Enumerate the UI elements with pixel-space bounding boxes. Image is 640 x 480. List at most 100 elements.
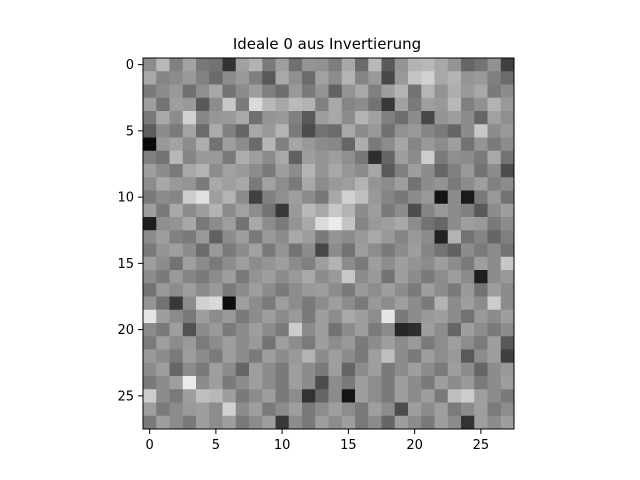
heatmap-cell-r15-c18 [381, 256, 396, 271]
heatmap-cell-r3-c12 [302, 97, 316, 112]
heatmap-cell-r3-c20 [408, 97, 422, 112]
y-tick-label-10: 10 [117, 191, 134, 206]
heatmap-cell-r9-c4 [196, 177, 210, 191]
heatmap-cell-r22-c18 [381, 349, 396, 364]
heatmap-cell-r10-c11 [288, 190, 303, 205]
heatmap-cell-r16-c10 [275, 270, 290, 284]
heatmap-cell-r12-c4 [196, 217, 210, 231]
heatmap-cell-r26-c4 [196, 402, 210, 417]
heatmap-cell-r10-c8 [249, 190, 263, 205]
plot-frame [142, 57, 515, 430]
heatmap-cell-r0-c18 [381, 58, 396, 72]
heatmap-cell-r10-c0 [143, 190, 157, 205]
heatmap-cell-r15-c13 [315, 256, 329, 271]
heatmap-cell-r23-c5 [209, 362, 223, 377]
heatmap-cell-r15-c8 [249, 256, 263, 271]
x-tick-label-10: 10 [274, 438, 291, 453]
heatmap-cell-r16-c21 [421, 270, 435, 284]
heatmap-cell-r7-c12 [302, 150, 316, 165]
heatmap-cell-r5-c13 [315, 124, 329, 138]
heatmap-cell-r17-c17 [368, 283, 382, 297]
heatmap-cell-r12-c18 [381, 217, 396, 231]
heatmap-cell-r20-c9 [262, 323, 276, 337]
heatmap-cell-r4-c26 [487, 111, 502, 125]
heatmap-cell-r7-c1 [156, 150, 170, 165]
heatmap-cell-r16-c27 [500, 270, 515, 284]
heatmap-cell-r17-c21 [421, 283, 435, 297]
heatmap-cell-r5-c25 [474, 124, 488, 138]
heatmap-cell-r17-c25 [474, 283, 488, 297]
heatmap-cell-r17-c3 [182, 283, 197, 297]
heatmap-cell-r10-c10 [275, 190, 290, 205]
heatmap-cell-r17-c16 [355, 283, 369, 297]
heatmap-cell-r6-c25 [474, 137, 488, 152]
heatmap-cell-r8-c7 [235, 164, 250, 178]
heatmap-cell-r27-c2 [169, 415, 184, 430]
heatmap-cell-r0-c5 [209, 58, 223, 72]
heatmap-cell-r26-c22 [434, 402, 449, 417]
heatmap-cell-r22-c7 [235, 349, 250, 364]
heatmap-cell-r16-c18 [381, 270, 396, 284]
heatmap-cell-r24-c9 [262, 376, 276, 390]
heatmap-cell-r26-c23 [447, 402, 462, 417]
heatmap-cell-r21-c14 [328, 336, 343, 350]
heatmap-cell-r25-c18 [381, 389, 396, 403]
heatmap-cell-r23-c7 [235, 362, 250, 377]
heatmap-cell-r1-c4 [196, 71, 210, 85]
heatmap-cell-r3-c4 [196, 97, 210, 112]
heatmap-cell-r20-c2 [169, 323, 184, 337]
heatmap-cell-r24-c19 [394, 376, 409, 390]
heatmap-cell-r8-c15 [341, 164, 356, 178]
heatmap-cell-r14-c8 [249, 243, 263, 258]
heatmap-cell-r9-c2 [169, 177, 184, 191]
heatmap-cell-r25-c2 [169, 389, 184, 403]
heatmap-cell-r2-c21 [421, 84, 435, 99]
heatmap-cell-r10-c13 [315, 190, 329, 205]
heatmap-cell-r12-c0 [143, 217, 157, 231]
heatmap-cell-r17-c6 [222, 283, 237, 297]
heatmap-cell-r1-c18 [381, 71, 396, 85]
heatmap-cell-r17-c26 [487, 283, 502, 297]
heatmap-cell-r21-c5 [209, 336, 223, 350]
heatmap-cell-r20-c16 [355, 323, 369, 337]
heatmap-cell-r11-c5 [209, 203, 223, 218]
heatmap-cell-r24-c27 [500, 376, 515, 390]
heatmap-cell-r9-c21 [421, 177, 435, 191]
heatmap-cell-r5-c2 [169, 124, 184, 138]
heatmap-cell-r21-c19 [394, 336, 409, 350]
heatmap-cell-r4-c2 [169, 111, 184, 125]
heatmap-cell-r5-c1 [156, 124, 170, 138]
heatmap-cell-r25-c17 [368, 389, 382, 403]
heatmap-cell-r20-c21 [421, 323, 435, 337]
heatmap-cell-r10-c2 [169, 190, 184, 205]
heatmap-cell-r16-c3 [182, 270, 197, 284]
heatmap-cell-r27-c22 [434, 415, 449, 430]
heatmap-cell-r23-c17 [368, 362, 382, 377]
heatmap-cell-r18-c22 [434, 296, 449, 311]
heatmap-cell-r16-c2 [169, 270, 184, 284]
heatmap-cell-r26-c11 [288, 402, 303, 417]
x-tick-label-0: 0 [145, 438, 153, 453]
heatmap-cell-r0-c25 [474, 58, 488, 72]
heatmap-cell-r1-c14 [328, 71, 343, 85]
heatmap-cell-r24-c15 [341, 376, 356, 390]
heatmap-cell-r11-c21 [421, 203, 435, 218]
heatmap-cell-r2-c6 [222, 84, 237, 99]
heatmap-cell-r21-c10 [275, 336, 290, 350]
heatmap-cell-r9-c20 [408, 177, 422, 191]
heatmap-cell-r12-c9 [262, 217, 276, 231]
heatmap-cell-r10-c23 [447, 190, 462, 205]
heatmap-cell-r24-c4 [196, 376, 210, 390]
heatmap-cell-r2-c19 [394, 84, 409, 99]
heatmap-cell-r3-c5 [209, 97, 223, 112]
heatmap-cell-r12-c19 [394, 217, 409, 231]
heatmap-cell-r19-c6 [222, 309, 237, 324]
heatmap-cell-r17-c7 [235, 283, 250, 297]
heatmap-cell-r17-c2 [169, 283, 184, 297]
heatmap-cell-r10-c15 [341, 190, 356, 205]
heatmap-cell-r10-c24 [461, 190, 475, 205]
heatmap-cell-r24-c8 [249, 376, 263, 390]
heatmap-cell-r26-c7 [235, 402, 250, 417]
heatmap-cell-r20-c1 [156, 323, 170, 337]
heatmap-cell-r27-c14 [328, 415, 343, 430]
